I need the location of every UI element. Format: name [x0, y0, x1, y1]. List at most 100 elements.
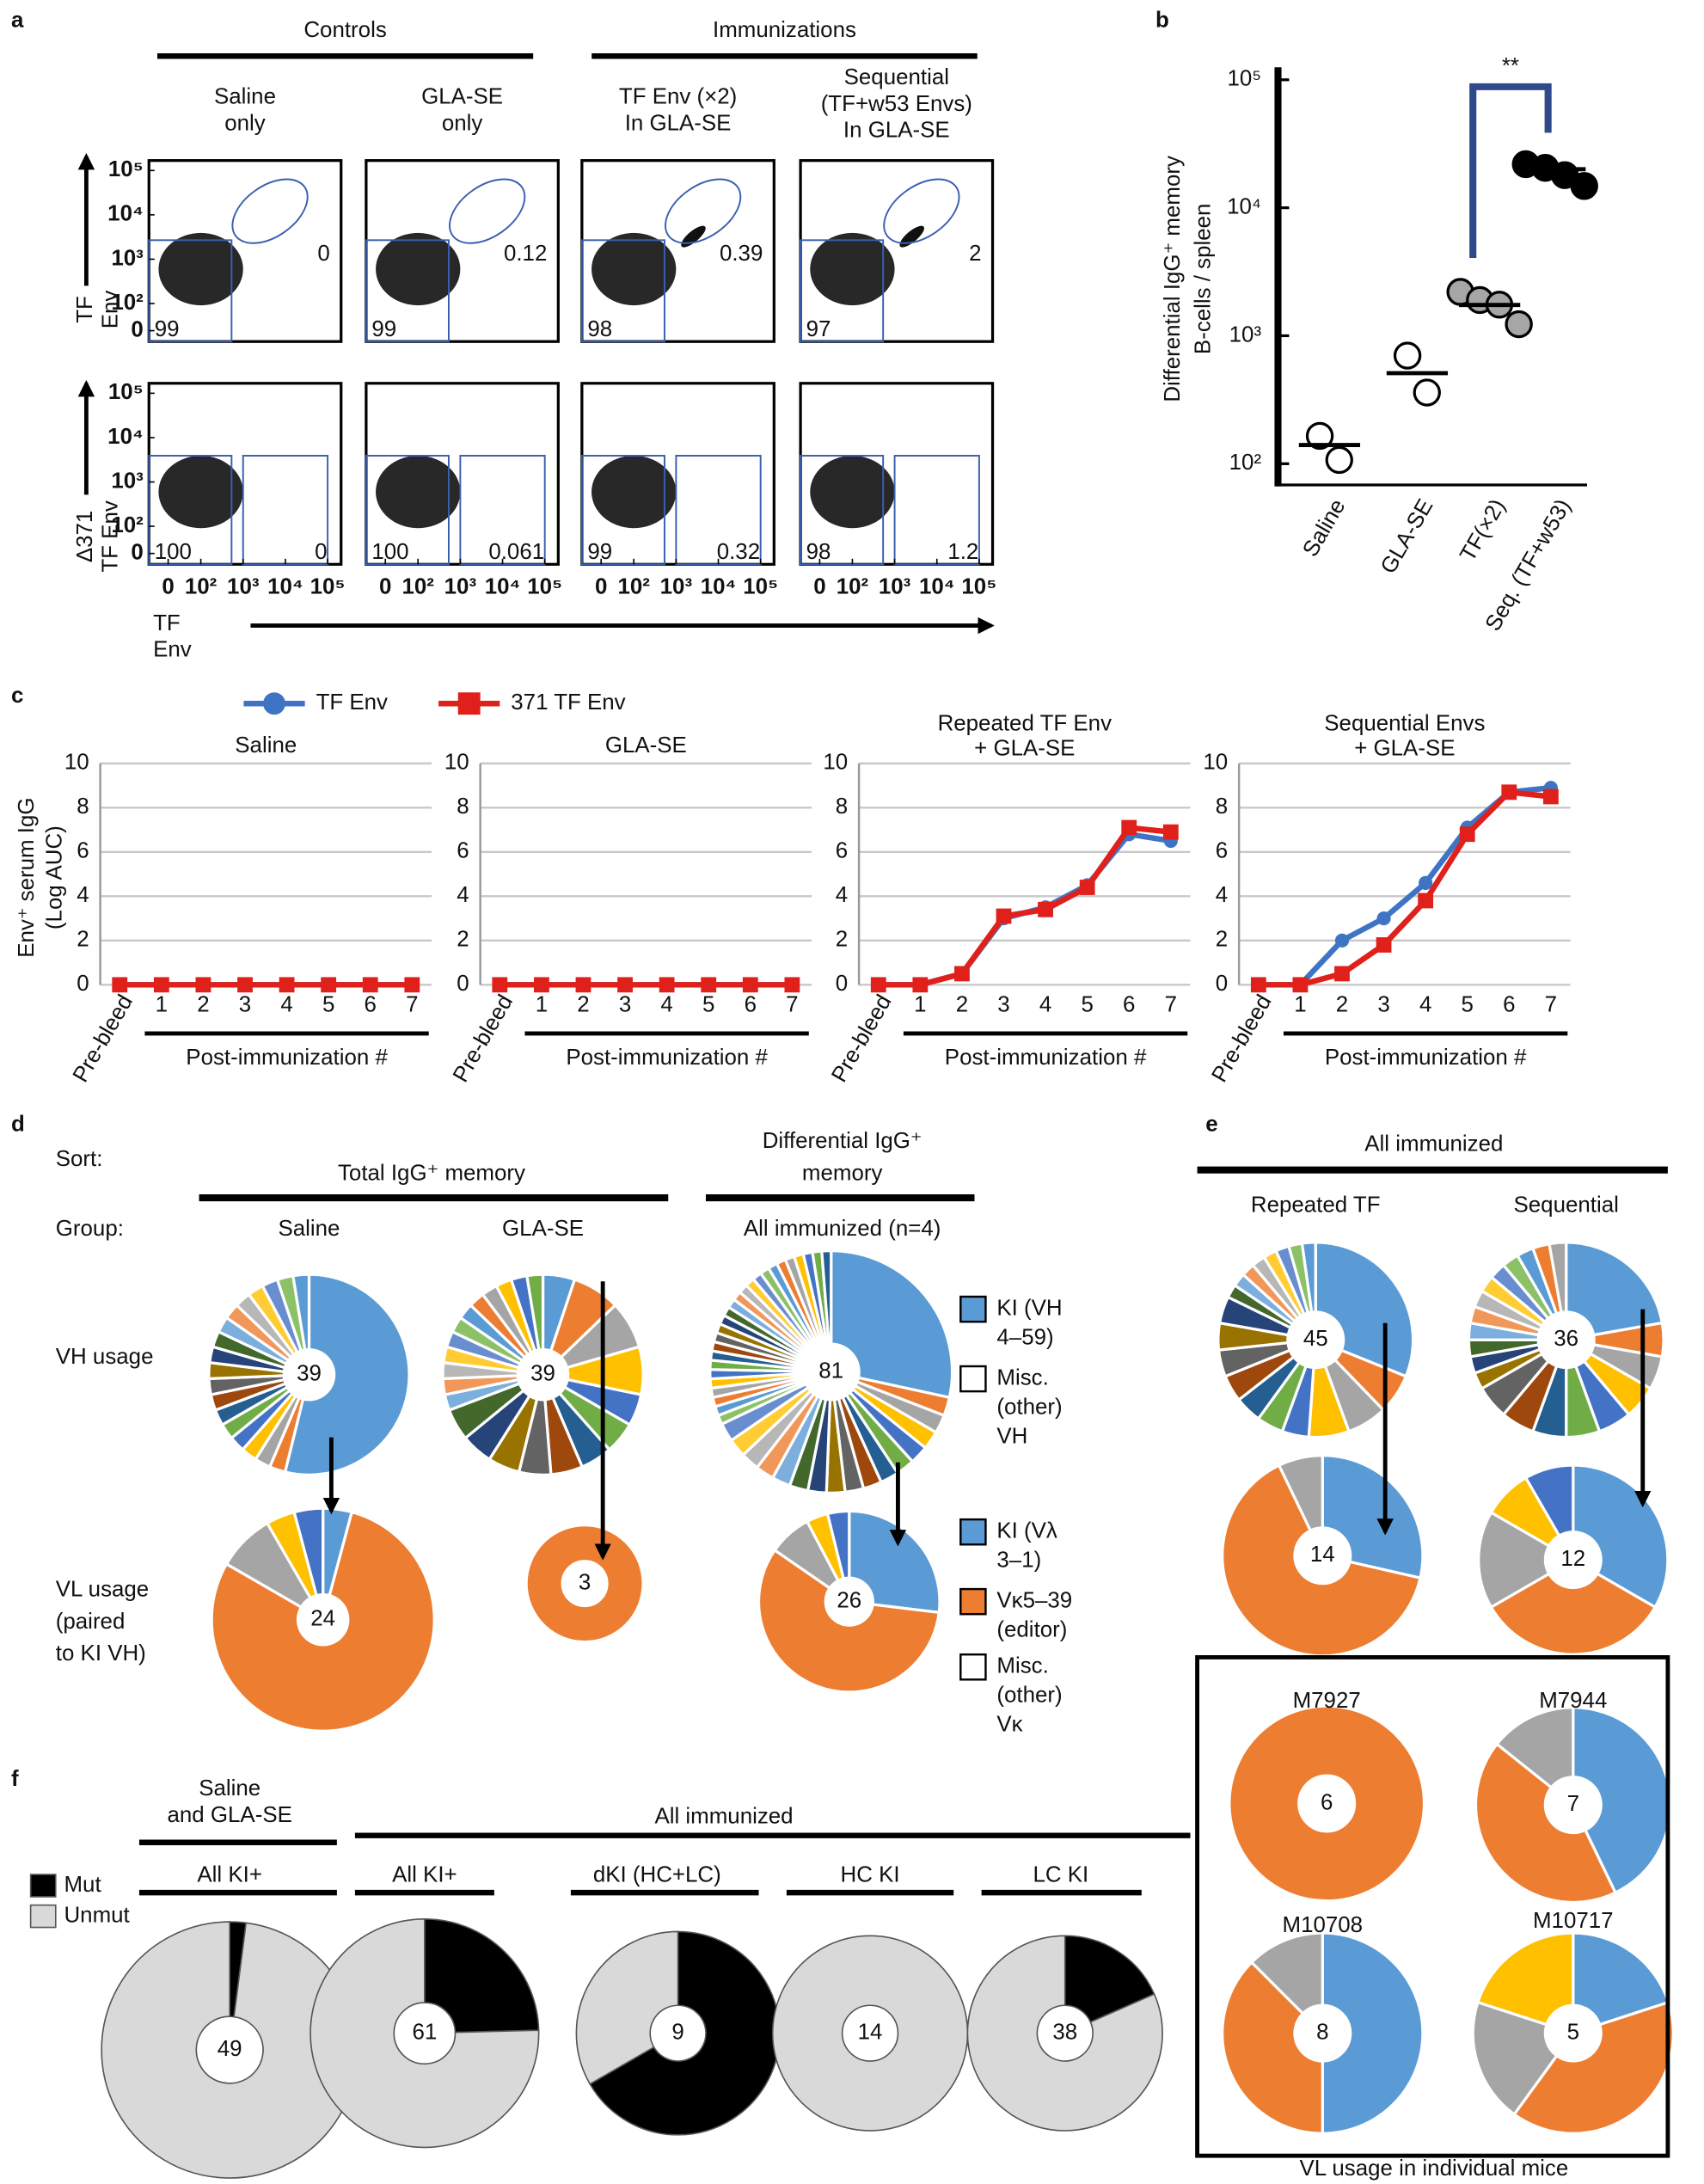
y-tick-label: 10² [111, 513, 144, 537]
data-point [1505, 310, 1533, 339]
pie-slice [1475, 1931, 1575, 2027]
legend-label: 3–1) [996, 1549, 1041, 1573]
mouse-label: M7927 [1293, 1689, 1361, 1713]
x-tick-label: 6 [1503, 992, 1515, 1016]
row-label: TF Env [98, 500, 122, 572]
y-tick-label: 0 [457, 972, 469, 996]
pie-slice [848, 1509, 941, 1615]
panel-title: Saline [235, 733, 297, 758]
pie-slice [1277, 1454, 1324, 1533]
data-point [533, 977, 549, 993]
x-tick-label: GLA-SE [1376, 495, 1438, 578]
x-tick-label: 7 [1545, 992, 1557, 1016]
mouse-label: M10717 [1533, 1909, 1614, 1933]
event-cloud [376, 455, 461, 529]
pie-slice [1489, 1572, 1658, 1656]
y-tick-label: 10⁵ [108, 380, 144, 404]
x-tick-label: 6 [1123, 992, 1135, 1016]
x-tick-label: Saline [1298, 495, 1350, 561]
y-tick-label: 10² [111, 291, 144, 315]
gate-value: 100 [155, 540, 192, 564]
x-tick-label: Pre-bleed [449, 991, 518, 1086]
data-point [1121, 819, 1137, 836]
panel-title: + GLA-SE [1354, 737, 1455, 761]
pie-total: 39 [297, 1362, 322, 1386]
pie-slice [1474, 1742, 1618, 1905]
x-tick-label: TF(×2) [1456, 495, 1510, 566]
pie-total: 3 [579, 1570, 591, 1594]
legend-marker [457, 692, 481, 715]
pie-total: 7 [1567, 1792, 1579, 1816]
x-tick-label: 1 [914, 992, 926, 1016]
data-point [1250, 977, 1266, 993]
legend-label: 4–59) [996, 1325, 1053, 1349]
y-tick-label: 8 [836, 794, 848, 819]
gate [231, 178, 309, 244]
data-point [1325, 445, 1353, 475]
pie-slice [283, 1273, 411, 1476]
x-tick-label: 1 [536, 992, 548, 1016]
subheader: LC KI [1033, 1862, 1089, 1886]
y-tick-label: 10⁴ [107, 425, 144, 449]
gate-value: 98 [806, 540, 831, 564]
x-tick-label: 5 [702, 992, 714, 1016]
pie-slice [524, 1273, 545, 1352]
event-cloud [158, 232, 243, 306]
y-tick-label: 0 [77, 972, 89, 996]
data-point [1376, 911, 1391, 926]
data-point [1305, 421, 1334, 451]
x-tick-label: 7 [786, 992, 798, 1016]
x-tick-label: 7 [406, 992, 418, 1016]
pie-slice [1228, 1704, 1426, 1903]
y-tick-label: 8 [457, 794, 469, 819]
legend-swatch [959, 1365, 987, 1393]
gate [883, 178, 960, 244]
x-tick-label: 2 [1336, 992, 1348, 1016]
pie-slice [1300, 1241, 1317, 1314]
x-tick-label: 4 [1419, 992, 1431, 1016]
data-point [1419, 875, 1433, 890]
data-point [1334, 933, 1350, 948]
gate-value: 0.12 [504, 242, 547, 266]
pie-slice [291, 1273, 311, 1352]
gate-value: 99 [155, 317, 180, 341]
gate [365, 455, 450, 566]
y-tick-label: 0 [131, 317, 143, 341]
pie-slice [524, 1523, 645, 1644]
x-group-label: Post-immunization # [566, 1046, 768, 1070]
group-header: and GLA-SE [168, 1803, 292, 1827]
y-tick-label: 6 [77, 839, 89, 863]
panel-title: Sequential Envs [1324, 711, 1485, 735]
gate-value: 0.061 [488, 540, 544, 564]
significance-bracket [1469, 83, 1552, 259]
data-point [1459, 826, 1475, 843]
pie-slice [210, 1510, 436, 1733]
data-point [153, 977, 169, 993]
x-tick-label: 2 [956, 992, 968, 1016]
legend-label: Unmut [64, 1903, 129, 1927]
event-cloud [376, 232, 461, 306]
x-tick-label: 5 [1081, 992, 1093, 1016]
gate-value: 0 [315, 540, 327, 564]
gate-value: 0.39 [720, 242, 763, 266]
row-label: VL usage [56, 1578, 149, 1602]
subheader: All KI+ [197, 1862, 262, 1886]
pie-slice [757, 1548, 941, 1694]
y-tick-label: 4 [836, 883, 848, 907]
x-tick-label: 10² [837, 575, 869, 599]
y-tick-label: 10⁵ [108, 157, 144, 181]
group-header: Repeated TF [1251, 1193, 1381, 1218]
x-tick-label: 10³ [227, 575, 260, 599]
column-title: GLA-SE [421, 85, 503, 109]
x-tick-label: 10⁵ [743, 575, 778, 599]
legend-swatch [959, 1295, 987, 1323]
pie-total: 38 [1052, 2020, 1077, 2044]
x-tick-label: 3 [997, 992, 1009, 1016]
label: Sort: [56, 1147, 103, 1171]
pie-total: 14 [858, 2020, 883, 2044]
gate [148, 455, 233, 566]
x-axis-label: TF [153, 611, 181, 635]
x-tick-label: Pre-bleed [827, 991, 896, 1086]
x-tick-label: 1 [1294, 992, 1306, 1016]
